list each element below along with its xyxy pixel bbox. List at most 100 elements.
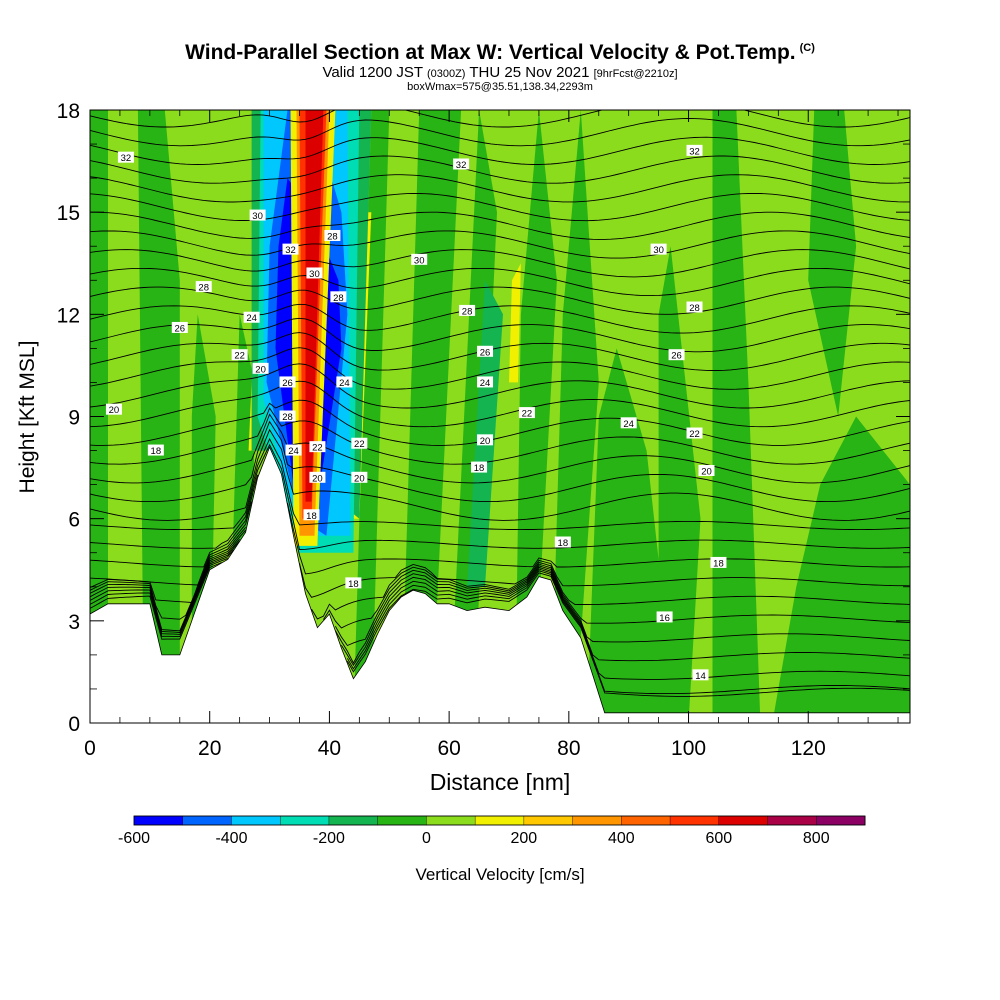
y-tick-label: 6 [68, 509, 80, 532]
subtitle-date: THU 25 Nov 2021 [469, 64, 590, 81]
theta-contour-28 [90, 174, 910, 203]
contour-label-bg [345, 577, 362, 589]
contour-label-bg [279, 376, 296, 388]
colorbar-frame [133, 815, 866, 826]
velocity-field [90, 110, 910, 723]
theta-contour-14 [90, 407, 910, 465]
contour-label-bg [686, 144, 703, 156]
contour-label-text: 26 [480, 347, 491, 358]
chart-title-line: Wind-Parallel Section at Max W: Vertical… [0, 36, 1000, 65]
colorbar-tick-label: 400 [608, 830, 635, 847]
contour-label-text: 24 [246, 313, 257, 324]
theta-contours [90, 103, 910, 697]
contour-label-18: 20 [252, 362, 269, 375]
contour-label-2: 32 [686, 144, 703, 157]
x-tick-label: 40 [318, 737, 341, 760]
contour-label-bg [147, 444, 164, 456]
contour-label-text: 30 [252, 211, 263, 222]
contour-label-34: 20 [309, 471, 326, 484]
contour-label-bg [105, 403, 122, 415]
theta-contour-9 [90, 443, 910, 550]
colorbar: -600 -400 -200 0 200 400 600 800 [118, 815, 866, 847]
theta-contour-10 [90, 437, 910, 531]
contour-label-bg [309, 471, 326, 483]
contour-label-bg [459, 304, 476, 316]
theta-contour-20 [90, 317, 910, 353]
contour-label-text: 20 [255, 364, 266, 375]
theta-contour-1 [90, 557, 910, 695]
theta-contour-15 [90, 399, 910, 446]
theta-contour-19 [90, 332, 910, 371]
contour-label-0: 32 [117, 151, 134, 164]
contour-label-text: 28 [333, 293, 344, 304]
contour-label-bg [252, 362, 269, 374]
colorbar-swatch-4 [328, 815, 379, 826]
theta-contour-17 [90, 363, 910, 409]
theta-contour-31 [90, 118, 910, 147]
theta-contour-4 [90, 539, 910, 647]
contour-label-text: 24 [623, 419, 634, 430]
contour-label-15: 28 [686, 301, 703, 314]
contour-label-bg [195, 281, 212, 293]
contour-label-text: 18 [348, 579, 359, 590]
contour-label-bg [117, 151, 134, 163]
contour-label-33: 20 [698, 464, 715, 477]
contour-label-text: 22 [522, 409, 533, 420]
neutral-region-13 [808, 110, 857, 417]
contour-label-bg [285, 444, 302, 456]
colorbar-swatch-9 [572, 815, 622, 826]
contour-label-5: 30 [306, 267, 323, 280]
colorbar-tick-label: 200 [511, 830, 538, 847]
x-tick-label: 0 [84, 737, 96, 760]
contour-label-text: 18 [306, 511, 317, 522]
contour-label-6: 28 [324, 230, 341, 243]
theta-contour-5 [90, 529, 910, 629]
contour-label-bg [336, 376, 353, 388]
contour-label-30: 20 [477, 434, 494, 447]
contour-label-bg [471, 461, 488, 473]
x-tick-label: 80 [557, 737, 580, 760]
contour-label-text: 20 [354, 473, 365, 484]
contour-label-bg [306, 267, 323, 279]
theta-contour-30 [90, 136, 910, 165]
y-tick-label: 3 [68, 611, 80, 634]
theta-contour-16 [90, 380, 910, 428]
contour-label-36: 18 [303, 509, 320, 522]
contour-label-text: 18 [474, 463, 485, 474]
contour-label-bg [351, 471, 368, 483]
theta-contour-21 [90, 303, 910, 334]
contour-label-bg [243, 311, 260, 323]
contour-label-22: 20 [105, 403, 122, 416]
contour-label-text: 20 [480, 436, 491, 447]
contour-label-24: 22 [518, 407, 535, 420]
contour-label-bg [171, 321, 188, 333]
contour-label-bg [411, 253, 428, 265]
contour-label-3: 30 [249, 209, 266, 222]
contour-label-1: 32 [453, 158, 470, 171]
updraft-yellow-mid [509, 263, 521, 383]
subtitle-prefix: Valid 1200 JST [322, 64, 423, 81]
theta-contour-26 [90, 211, 910, 240]
theta-contour-33 [102, 103, 874, 108]
theta-contour-12 [90, 420, 910, 503]
x-tick-label: 60 [437, 737, 460, 760]
contour-label-39: 18 [345, 577, 362, 590]
contour-label-13: 22 [231, 349, 248, 362]
contour-label-text: 30 [309, 269, 320, 280]
contour-label-40: 16 [656, 611, 673, 624]
contour-label-text: 28 [327, 232, 338, 243]
contour-label-20: 24 [336, 376, 353, 389]
x-tick-label: 100 [671, 737, 706, 760]
contour-label-21: 24 [477, 376, 494, 389]
contour-label-29: 22 [351, 437, 368, 450]
colorbar-tick-label: -400 [215, 830, 247, 847]
colorbar-tick-label: -200 [313, 830, 345, 847]
neutral-region-8 [550, 110, 599, 723]
colorbar-swatch-1 [182, 815, 232, 826]
theta-contour-3 [90, 540, 910, 664]
contour-label-14: 28 [459, 304, 476, 317]
contour-label-text: 32 [456, 160, 467, 171]
contour-label-35: 20 [351, 471, 368, 484]
contour-label-19: 26 [279, 376, 296, 389]
